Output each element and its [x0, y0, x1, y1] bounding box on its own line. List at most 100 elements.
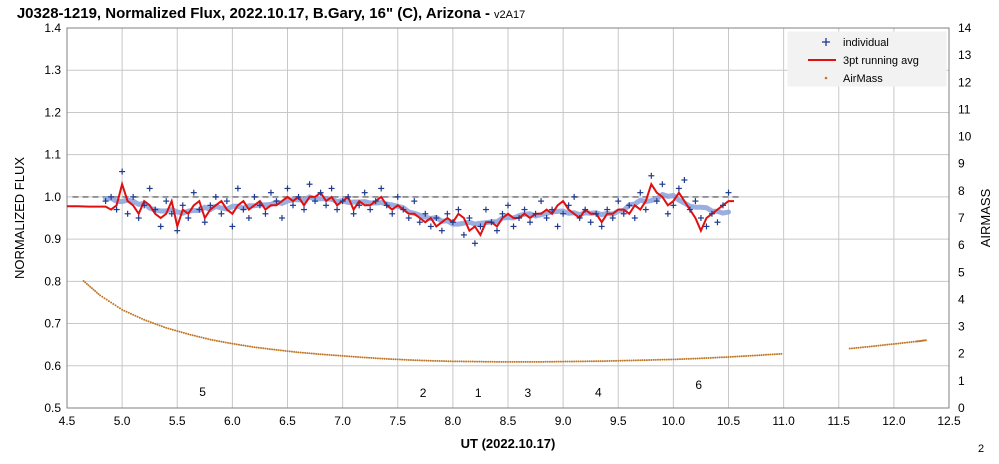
airmass-point [709, 356, 712, 359]
individual-point [179, 202, 186, 209]
airmass-point [489, 360, 492, 363]
airmass-point [246, 345, 249, 348]
airmass-point [509, 360, 512, 363]
airmass-point [147, 320, 150, 323]
airmass-point [421, 359, 424, 362]
airmass-point [447, 360, 450, 363]
individual-point [664, 210, 671, 217]
airmass-point [279, 349, 282, 352]
airmass-point [469, 360, 472, 363]
airmass-point [476, 360, 479, 363]
airmass-point [312, 352, 315, 355]
airmass-point [323, 353, 326, 356]
airmass-point [425, 359, 428, 362]
airmass-point [769, 353, 772, 356]
airmass-point [332, 354, 335, 357]
airmass-point [884, 343, 887, 346]
airmass-point [579, 360, 582, 363]
individual-point [102, 198, 109, 205]
individual-point [565, 202, 572, 209]
airmass-point [125, 310, 128, 313]
airmass-point [491, 360, 494, 363]
x-tick-label: 9.5 [610, 414, 627, 428]
airmass-point [381, 357, 384, 360]
airmass-point [363, 356, 366, 359]
airmass-point [875, 344, 878, 347]
legend-item: AirMass [824, 73, 883, 85]
airmass-point [659, 358, 662, 361]
individual-point [218, 210, 225, 217]
individual-point [477, 223, 484, 230]
airmass-point [643, 359, 646, 362]
individual-point [317, 189, 324, 196]
individual-point [119, 168, 126, 175]
airmass-point [330, 354, 333, 357]
airmass-point [390, 358, 393, 361]
airmass-point [581, 360, 584, 363]
individual-point [312, 198, 319, 205]
x-tick-label: 6.0 [224, 414, 241, 428]
airmass-point [92, 288, 95, 291]
airmass-point [346, 355, 349, 358]
individual-point [394, 193, 401, 200]
airmass-point [531, 360, 534, 363]
airmass-point [220, 340, 223, 343]
individual-point [234, 185, 241, 192]
individual-point [146, 185, 153, 192]
y2-tick-label: 0 [958, 401, 965, 415]
airmass-point [617, 359, 620, 362]
airmass-point [656, 358, 659, 361]
airmass-point [460, 360, 463, 363]
airmass-point [663, 358, 666, 361]
x-tick-label: 11.5 [828, 414, 851, 428]
individual-point [405, 215, 412, 221]
airmass-point [901, 341, 904, 344]
airmass-point [185, 332, 188, 335]
individual-point [256, 202, 263, 209]
airmass-point [703, 357, 706, 360]
airmass-point [551, 360, 554, 363]
airmass-point [158, 324, 161, 327]
y-tick-labels: 0.5 0.6 0.7 0.8 0.9 1.0 1.1 1.2 1.3 1.4 [44, 21, 61, 415]
airmass-point [634, 359, 637, 362]
individual-point [697, 215, 704, 221]
airmass-point [326, 353, 329, 356]
individual-point [532, 210, 539, 217]
y2-tick-label: 14 [958, 21, 972, 35]
airmass-point [105, 298, 108, 301]
x-tick-label: 4.5 [59, 414, 76, 428]
airmass-point [385, 357, 388, 360]
airmass-point [652, 358, 655, 361]
airmass-point [760, 354, 763, 357]
airmass-point [310, 352, 313, 355]
airmass-point [438, 359, 441, 362]
airmass-point [712, 356, 715, 359]
x-tick-label: 7.0 [334, 414, 351, 428]
individual-point [631, 215, 638, 221]
airmass-point [176, 330, 179, 333]
airmass-point [676, 358, 679, 361]
series-individual [102, 168, 732, 247]
individual-point [157, 223, 164, 230]
airmass-point [200, 336, 203, 339]
airmass-point [586, 360, 589, 363]
airmass-point [116, 305, 119, 308]
individual-point [626, 202, 633, 209]
y2-tick-label: 9 [958, 157, 965, 171]
airmass-point [480, 360, 483, 363]
airmass-point [608, 359, 611, 362]
individual-point [328, 185, 335, 192]
airmass-point [99, 294, 102, 297]
airmass-point [361, 356, 364, 359]
airmass-point [226, 341, 229, 344]
airmass-point [204, 337, 207, 340]
individual-point [516, 215, 523, 221]
x-tick-label: 5.5 [169, 414, 186, 428]
individual-point [273, 198, 280, 205]
airmass-point [335, 354, 338, 357]
airmass-point [557, 360, 560, 363]
airmass-point [321, 353, 324, 356]
y2-tick-label: 2 [958, 347, 965, 361]
legend-marker-dot [824, 76, 828, 80]
